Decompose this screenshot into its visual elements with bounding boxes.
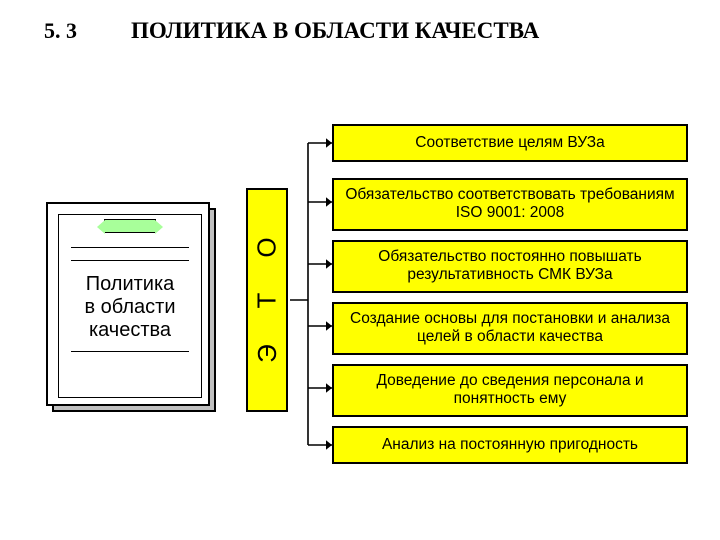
header: 5. 3 ПОЛИТИКА В ОБЛАСТИ КАЧЕСТВА <box>0 0 720 44</box>
doc-label: Политика в области качества <box>59 271 201 344</box>
doc-label-line1: Политика <box>86 273 175 295</box>
doc-page: Политика в области качества <box>58 214 202 398</box>
doc-label-line2: в области <box>85 296 176 318</box>
doc-frame: Политика в области качества <box>46 202 210 406</box>
criteria-box-5: Доведение до сведения персонала и понятн… <box>332 364 688 417</box>
vbar-char-1: Э <box>252 344 283 363</box>
vbar-char-2: Т <box>251 292 282 308</box>
page-title: ПОЛИТИКА В ОБЛАСТИ КАЧЕСТВА <box>131 18 539 44</box>
criteria-box-6: Анализ на постоянную пригодность <box>332 426 688 464</box>
doc-label-line3: качества <box>89 319 171 341</box>
criteria-box-2: Обязательство соответствовать требования… <box>332 178 688 231</box>
criteria-box-4: Создание основы для постановки и анализа… <box>332 302 688 355</box>
policy-document-icon: Политика в области качества <box>46 202 210 412</box>
criteria-box-3: Обязательство постоянно повышать результ… <box>332 240 688 293</box>
eto-vertical-bar: О Т Э <box>246 188 288 412</box>
criteria-box-1: Соответствие целям ВУЗа <box>332 124 688 162</box>
vbar-char-3: О <box>251 237 282 257</box>
section-number: 5. 3 <box>44 18 77 44</box>
doc-ribbon-icon <box>104 219 156 233</box>
